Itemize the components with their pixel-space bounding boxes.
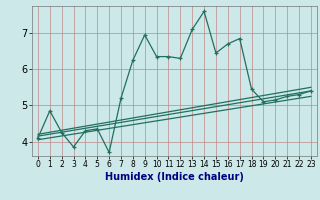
X-axis label: Humidex (Indice chaleur): Humidex (Indice chaleur) [105,172,244,182]
